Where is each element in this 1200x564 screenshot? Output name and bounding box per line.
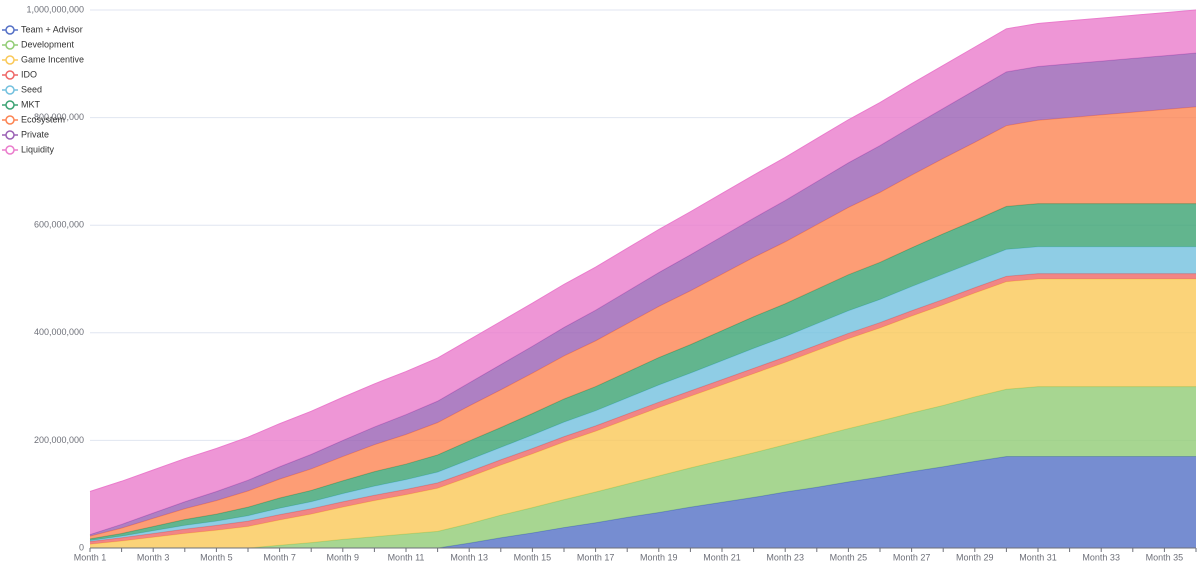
x-tick-label: Month 21 xyxy=(703,552,741,562)
area xyxy=(90,53,1196,537)
legend-marker xyxy=(5,55,15,65)
legend-item[interactable]: Team + Advisor xyxy=(2,24,83,35)
x-tick-label: Month 5 xyxy=(200,552,233,562)
legend-item[interactable]: Development xyxy=(2,39,75,50)
legend-marker xyxy=(5,85,15,95)
legend-marker xyxy=(5,115,15,125)
legend-label: IDO xyxy=(21,69,37,79)
legend-item[interactable]: IDO xyxy=(2,69,37,80)
x-tick-label: Month 29 xyxy=(956,552,994,562)
legend-marker xyxy=(5,100,15,110)
legend-item[interactable]: Seed xyxy=(2,84,42,95)
area xyxy=(90,10,1196,535)
y-tick-label: 800,000,000 xyxy=(34,112,84,122)
y-tick-label: 600,000,000 xyxy=(34,220,84,230)
legend-label: Development xyxy=(21,39,75,49)
legend-marker xyxy=(5,145,15,155)
x-tick-label: Month 7 xyxy=(263,552,296,562)
legend-label: Ecosystem xyxy=(21,114,65,124)
y-tick-label: 400,000,000 xyxy=(34,327,84,337)
legend-marker xyxy=(5,130,15,140)
x-tick-label: Month 13 xyxy=(450,552,488,562)
area xyxy=(90,386,1196,548)
legend-marker xyxy=(5,25,15,35)
x-tick-label: Month 31 xyxy=(1019,552,1057,562)
legend-label: Private xyxy=(21,129,49,139)
y-tick-label: 0 xyxy=(79,542,84,552)
x-tick-label: Month 23 xyxy=(766,552,804,562)
legend-item[interactable]: MKT xyxy=(2,99,41,110)
y-tick-label: 1,000,000,000 xyxy=(26,4,84,14)
x-tick-label: Month 17 xyxy=(577,552,615,562)
x-tick-label: Month 9 xyxy=(327,552,360,562)
area xyxy=(90,203,1196,541)
legend-label: MKT xyxy=(21,99,41,109)
area xyxy=(90,106,1196,539)
x-tick-label: Month 25 xyxy=(830,552,868,562)
x-tick-label: Month 19 xyxy=(640,552,678,562)
legend-label: Game Incentive xyxy=(21,54,84,64)
y-tick-label: 200,000,000 xyxy=(34,435,84,445)
x-tick-label: Month 27 xyxy=(893,552,931,562)
x-tick-label: Month 3 xyxy=(137,552,170,562)
legend-item[interactable]: Ecosystem xyxy=(2,114,65,125)
area xyxy=(90,246,1196,542)
x-tick-label: Month 33 xyxy=(1082,552,1120,562)
legend-label: Team + Advisor xyxy=(21,24,83,34)
x-tick-label: Month 11 xyxy=(388,552,425,562)
x-tick-label: Month 15 xyxy=(514,552,552,562)
x-tick-label: Month 35 xyxy=(1146,552,1184,562)
legend-item[interactable]: Liquidity xyxy=(2,144,55,155)
legend-item[interactable]: Private xyxy=(2,129,49,140)
legend-marker xyxy=(5,40,15,50)
legend-label: Liquidity xyxy=(21,144,55,154)
legend-label: Seed xyxy=(21,84,42,94)
series-line xyxy=(89,9,1197,492)
legend-marker xyxy=(5,70,15,80)
area xyxy=(90,273,1196,545)
x-tick-label: Month 1 xyxy=(74,552,107,562)
legend: Team + Advisor Development Game Incentive I… xyxy=(2,24,84,155)
area xyxy=(90,456,1196,548)
legend-item[interactable]: Game Incentive xyxy=(2,54,84,65)
